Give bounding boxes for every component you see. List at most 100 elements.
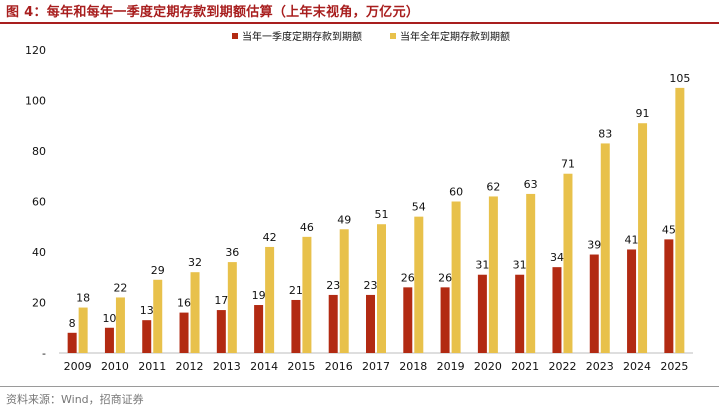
data-label-annual: 42 [263, 231, 277, 244]
data-label-q1: 23 [326, 279, 340, 292]
y-tick-label: 80 [32, 145, 46, 158]
data-label-q1: 16 [177, 297, 191, 310]
data-label-q1: 31 [475, 259, 489, 272]
x-tick-label: 2013 [213, 360, 241, 373]
data-label-annual: 91 [636, 107, 650, 120]
source-rule [0, 386, 719, 387]
data-label-annual: 60 [449, 186, 463, 199]
legend-label-annual: 当年全年定期存款到期额 [400, 30, 510, 43]
bar-annual [265, 246, 275, 353]
legend-label-q1: 当年一季度定期存款到期额 [242, 30, 362, 43]
bar-annual [153, 279, 163, 353]
x-tick-label: 2017 [362, 360, 390, 373]
source-note: 资料来源：Wind，招商证券 [6, 393, 144, 406]
data-label-annual: 71 [561, 158, 575, 171]
bar-annual [600, 143, 610, 353]
data-label-q1: 19 [252, 289, 266, 302]
data-label-q1: 17 [214, 294, 228, 307]
bar-annual [675, 87, 685, 353]
bar-q1 [216, 310, 226, 353]
bar-annual [563, 173, 573, 353]
figure-title: 图 4：每年和每年一季度定期存款到期额估算（上年末视角，万亿元） [6, 5, 420, 20]
data-label-q1: 23 [364, 279, 378, 292]
bar-annual [190, 272, 200, 353]
bar-q1 [440, 287, 450, 353]
bar-annual [488, 196, 498, 353]
bar-q1 [67, 332, 77, 353]
bar-q1 [627, 249, 637, 353]
bar-annual [377, 224, 386, 353]
x-tick-label: 2022 [548, 360, 576, 373]
bar-q1 [477, 274, 487, 353]
bar-annual [302, 236, 312, 353]
x-tick-label: 2012 [176, 360, 204, 373]
bar-chart: - 20 40 60 80 100 120 818 2009 10 22 2010 13 29 2011 16… [25, 30, 693, 373]
legend-swatch-q1 [232, 33, 238, 39]
bar-q1 [366, 294, 375, 353]
bar-q1 [589, 254, 599, 353]
data-label-annual: 83 [598, 127, 612, 140]
x-tick-label: 2025 [660, 360, 688, 373]
data-label-annual: 105 [669, 72, 690, 85]
bar-annual [115, 297, 125, 353]
title-rule [0, 22, 719, 24]
data-label-q1: 8 [69, 317, 76, 330]
y-tick-label: 60 [32, 196, 46, 209]
data-label-annual: 18 [76, 292, 90, 305]
data-label-annual: 29 [151, 264, 165, 277]
y-tick-label: 120 [25, 44, 46, 57]
data-label-annual: 22 [113, 281, 127, 294]
bar-q1 [552, 267, 562, 353]
bar-q1 [179, 312, 189, 353]
x-tick-label: 2023 [586, 360, 614, 373]
x-tick-label: 2020 [474, 360, 502, 373]
bar-q1 [515, 274, 525, 353]
data-label-q1: 34 [550, 251, 564, 264]
legend-swatch-annual [390, 33, 396, 39]
data-label-q1: 45 [662, 223, 676, 236]
data-label-q1: 13 [140, 304, 154, 317]
y-tick-label: - [42, 347, 46, 360]
data-label-annual: 46 [300, 221, 314, 234]
data-label-q1: 31 [513, 259, 527, 272]
data-label-annual: 32 [188, 256, 202, 269]
bar-q1 [142, 320, 152, 353]
y-tick-label: 40 [32, 246, 46, 259]
y-tick-label: 20 [32, 297, 46, 310]
bar-annual [78, 307, 88, 353]
data-label-annual: 51 [375, 208, 389, 221]
data-label-annual: 62 [486, 180, 500, 193]
bar-q1 [254, 305, 264, 353]
bar-annual [414, 216, 424, 353]
bar-q1 [403, 287, 413, 353]
bar-q1 [104, 327, 114, 353]
bar-q1 [291, 299, 301, 353]
bar-annual [227, 262, 237, 353]
bar-annual [451, 201, 461, 353]
data-label-annual: 63 [524, 178, 538, 191]
data-label-q1: 39 [587, 239, 601, 252]
data-label-q1: 26 [438, 271, 452, 284]
x-tick-label: 2009 [64, 360, 92, 373]
x-tick-label: 2021 [511, 360, 539, 373]
bar-annual [526, 193, 536, 353]
x-tick-label: 2024 [623, 360, 651, 373]
x-tick-label: 2016 [325, 360, 353, 373]
data-label-q1: 26 [401, 271, 415, 284]
x-tick-label: 2015 [287, 360, 315, 373]
data-label-annual: 49 [337, 213, 351, 226]
x-tick-label: 2010 [101, 360, 129, 373]
bar-annual [638, 123, 648, 353]
y-tick-label: 100 [25, 95, 46, 108]
x-tick-label: 2011 [138, 360, 166, 373]
bar-q1 [664, 239, 674, 353]
data-label-annual: 54 [412, 201, 426, 214]
data-label-annual: 36 [225, 246, 239, 259]
data-label-q1: 41 [625, 233, 639, 246]
x-tick-label: 2018 [399, 360, 427, 373]
data-label-q1: 10 [102, 312, 116, 325]
bar-q1 [328, 294, 338, 353]
x-tick-label: 2019 [437, 360, 465, 373]
data-label-q1: 21 [289, 284, 303, 297]
bar-annual [339, 229, 349, 353]
